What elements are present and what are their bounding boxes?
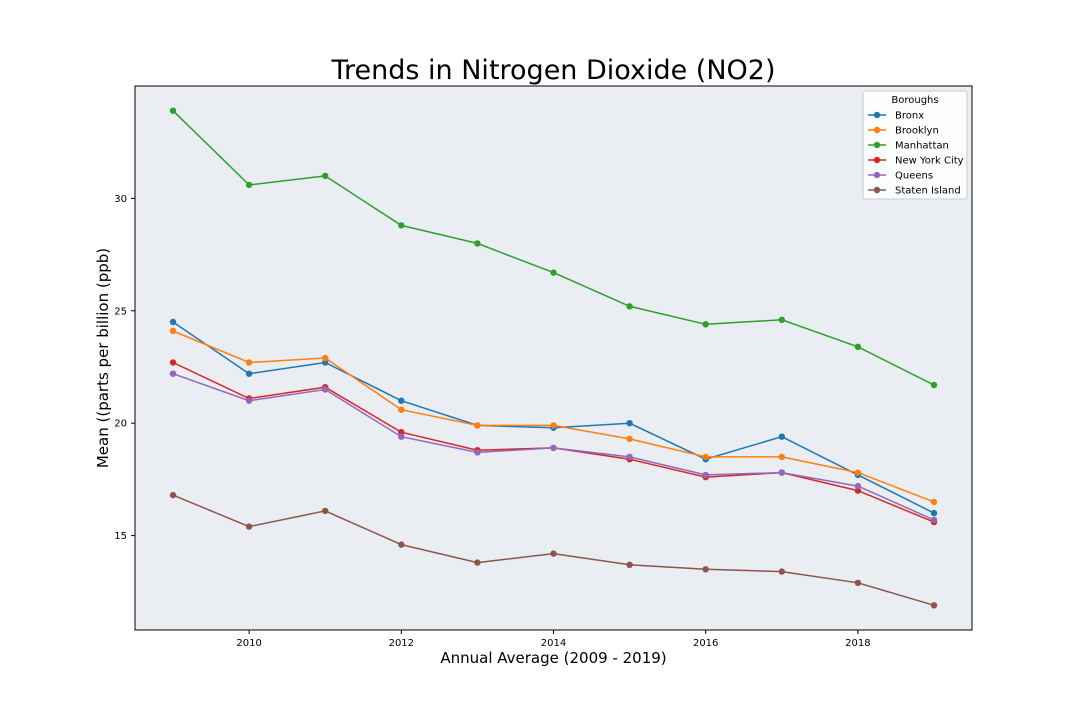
- data-point-queens: [778, 469, 785, 476]
- data-point-manhattan: [245, 181, 253, 189]
- legend-swatch-marker: [873, 156, 881, 164]
- data-point-brooklyn: [626, 435, 633, 443]
- legend-entry-staten-island: Staten Island: [868, 186, 961, 197]
- data-point-brooklyn: [245, 359, 253, 366]
- series-queens: [169, 370, 938, 524]
- y-tick-label: 20: [114, 419, 127, 430]
- legend-label: Bronx: [895, 111, 924, 122]
- data-point-queens: [474, 449, 481, 456]
- legend: Boroughs Bronx Brooklyn Manhattan New York …: [862, 90, 968, 200]
- data-point-manhattan: [550, 269, 557, 276]
- series-brooklyn: [169, 327, 938, 506]
- data-point-brooklyn: [322, 354, 329, 362]
- data-point-staten-island: [702, 566, 709, 573]
- y-tick-label: 15: [114, 531, 127, 542]
- y-tick-label: 30: [114, 194, 127, 205]
- legend-label: Staten Island: [895, 186, 961, 197]
- data-point-manhattan: [169, 107, 177, 114]
- legend-swatch-marker: [873, 186, 881, 194]
- data-point-manhattan: [626, 303, 633, 310]
- data-point-bronx: [778, 433, 785, 440]
- chart-title: Trends in Nitrogen Dioxide (NO2): [331, 55, 776, 86]
- data-point-new-york-city: [169, 359, 177, 366]
- data-point-brooklyn: [778, 453, 785, 461]
- series-staten-island: [169, 491, 938, 609]
- x-tick-label: 2014: [541, 638, 566, 649]
- data-point-manhattan: [322, 172, 329, 180]
- data-point-bronx: [930, 509, 938, 517]
- data-point-queens: [245, 397, 253, 404]
- data-point-queens: [930, 516, 938, 524]
- y-axis-ticks: 15 20 25 30: [114, 194, 135, 542]
- data-point-staten-island: [778, 568, 785, 575]
- data-point-queens: [854, 482, 862, 490]
- x-tick-label: 2010: [236, 638, 261, 649]
- data-point-manhattan: [930, 381, 938, 389]
- legend-entry-queens: Queens: [868, 171, 933, 182]
- legend-entry-bronx: Bronx: [868, 111, 924, 122]
- data-point-queens: [550, 444, 557, 452]
- x-axis-ticks: 2010 2012 2014 2016 2018: [236, 630, 871, 649]
- legend-swatch-marker: [873, 126, 881, 134]
- data-point-brooklyn: [702, 453, 709, 461]
- data-point-brooklyn: [930, 498, 938, 506]
- data-point-staten-island: [626, 561, 633, 568]
- y-axis-label: Mean ((parts per billion (ppb): [94, 248, 112, 468]
- x-tick-label: 2012: [389, 638, 414, 649]
- data-point-brooklyn: [474, 422, 481, 429]
- series-layer: [169, 107, 938, 609]
- x-axis-label: Annual Average (2009 - 2019): [440, 649, 666, 667]
- series-manhattan: [169, 107, 938, 389]
- data-point-queens: [322, 386, 329, 393]
- legend-swatch-marker: [873, 171, 881, 179]
- data-point-queens: [398, 433, 405, 440]
- data-point-queens: [702, 471, 709, 479]
- legend-swatch-marker: [873, 111, 881, 119]
- data-point-staten-island: [474, 559, 481, 566]
- data-point-new-york-city: [398, 429, 405, 436]
- legend-title: Boroughs: [891, 95, 938, 106]
- data-point-brooklyn: [169, 327, 177, 335]
- legend-label: Manhattan: [895, 141, 949, 152]
- data-point-manhattan: [854, 343, 862, 350]
- data-point-manhattan: [398, 222, 405, 229]
- data-point-manhattan: [702, 321, 709, 328]
- legend-entry-new-york-city: New York City: [868, 156, 964, 167]
- data-point-manhattan: [474, 240, 481, 247]
- plot-area: [134, 85, 973, 631]
- data-point-manhattan: [778, 316, 785, 323]
- data-point-staten-island: [169, 491, 177, 499]
- data-point-staten-island: [550, 550, 557, 557]
- data-point-brooklyn: [854, 469, 862, 476]
- data-point-staten-island: [854, 579, 862, 586]
- data-point-bronx: [626, 420, 633, 427]
- legend-entry-brooklyn: Brooklyn: [868, 126, 939, 137]
- legend-box: [862, 90, 968, 200]
- data-point-bronx: [245, 370, 253, 377]
- legend-label: New York City: [895, 156, 964, 167]
- data-point-staten-island: [930, 602, 938, 609]
- data-point-brooklyn: [550, 422, 557, 429]
- legend-label: Brooklyn: [895, 126, 939, 137]
- data-point-bronx: [169, 318, 177, 326]
- x-tick-label: 2018: [845, 638, 870, 649]
- x-tick-label: 2016: [693, 638, 718, 649]
- data-point-new-york-city: [854, 487, 862, 494]
- data-point-staten-island: [398, 541, 405, 548]
- legend-label: Queens: [895, 171, 933, 182]
- legend-entries: Bronx Brooklyn Manhattan New York City Queen…: [868, 111, 964, 197]
- legend-entry-manhattan: Manhattan: [868, 141, 949, 152]
- data-point-staten-island: [322, 507, 329, 515]
- data-point-queens: [169, 370, 177, 377]
- y-tick-label: 25: [114, 306, 127, 317]
- data-point-staten-island: [245, 523, 253, 530]
- data-point-bronx: [398, 397, 405, 404]
- data-point-queens: [626, 453, 633, 461]
- data-point-brooklyn: [398, 406, 405, 413]
- legend-swatch-marker: [873, 141, 881, 149]
- data-point-bronx: [322, 359, 329, 366]
